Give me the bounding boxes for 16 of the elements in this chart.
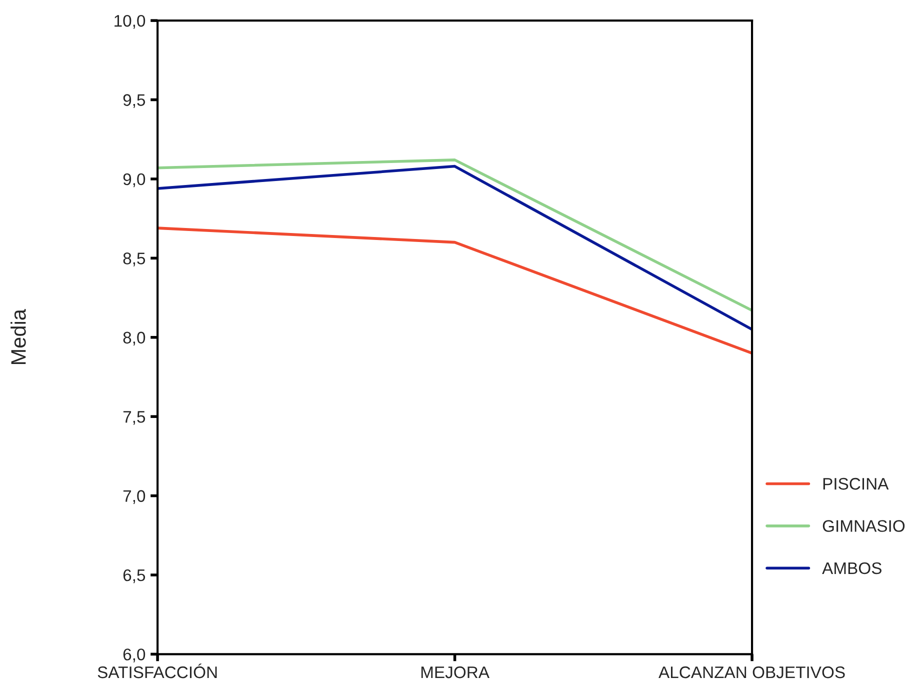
y-tick-label: 10,0: [114, 14, 146, 29]
y-tick-label: 6,5: [123, 569, 146, 584]
y-tick-label: 9,5: [123, 94, 146, 108]
legend-label: AMBOS: [822, 562, 882, 574]
y-tick-label: 8,0: [123, 332, 146, 346]
x-tick-label: ALCANZAN OBJETIVOS: [658, 666, 845, 678]
y-tick-label: 7,0: [123, 490, 146, 504]
legend-label: PISCINA: [823, 478, 889, 490]
x-tick-label: SATISFACCIÓN: [98, 664, 217, 678]
y-axis-title: Media: [10, 308, 26, 364]
y-tick-label: 7,5: [123, 411, 146, 425]
y-tick-label: 8,5: [123, 252, 146, 266]
y-tick-label: 9,0: [123, 173, 146, 188]
legend-label: GIMNASIO: [822, 520, 905, 532]
y-tick-label: 6,0: [123, 648, 146, 662]
x-tick-label: MEJORA: [421, 666, 490, 678]
